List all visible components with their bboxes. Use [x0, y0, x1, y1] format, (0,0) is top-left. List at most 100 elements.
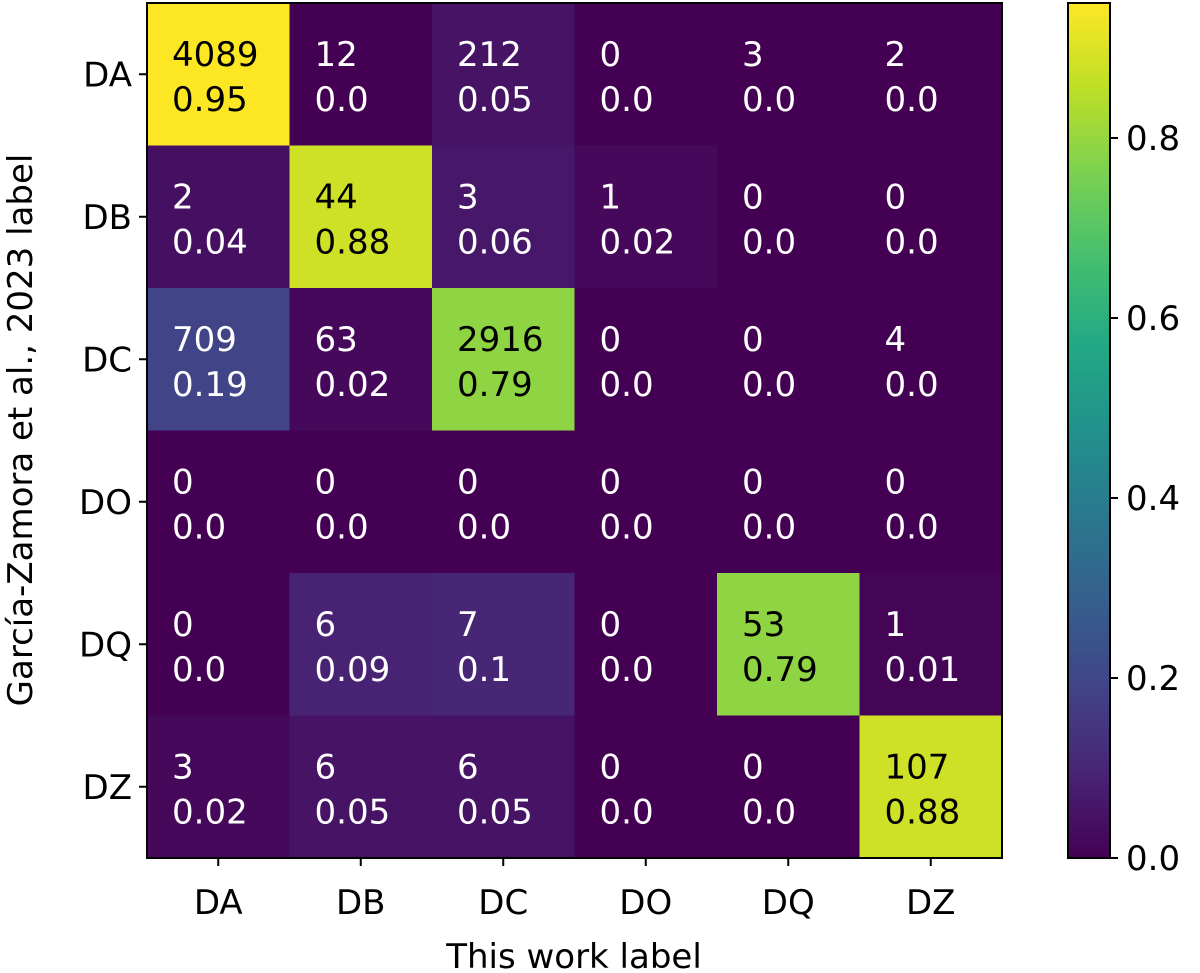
heatmap-cell-DB-DQ — [717, 145, 860, 289]
cell-count-label: 44 — [315, 178, 358, 218]
heatmap-cell-DB-DA — [147, 145, 290, 289]
heatmap-cell-DZ-DQ — [717, 715, 860, 859]
x-axis-label: This work label — [445, 937, 702, 973]
cell-count-label: 63 — [315, 320, 358, 360]
x-axis-ticks: DA DB DC DO DQ DZ — [194, 858, 955, 923]
colorbar-tick-label: 0.2 — [1126, 659, 1180, 699]
heatmap-cells — [147, 3, 1003, 859]
heatmap-cell-DC-DO — [574, 288, 718, 431]
colorbar-tick-label: 0.4 — [1126, 479, 1180, 519]
cell-count-label: 0 — [742, 748, 764, 788]
cell-fraction-label: 0.0 — [315, 80, 369, 120]
heatmap-cell-DB-DC — [432, 145, 575, 289]
heatmap-cell-labels: 40890.95120.02120.0500.030.020.020.04440… — [172, 35, 960, 833]
cell-fraction-label: 0.1 — [457, 650, 511, 690]
heatmap-cell-DA-DQ — [717, 3, 860, 146]
heatmap-cell-DA-DO — [574, 3, 718, 146]
y-axis-label: García-Zamora et al., 2023 label — [1, 154, 41, 707]
x-tick-label: DB — [336, 883, 386, 923]
cell-fraction-label: 0.04 — [172, 223, 248, 263]
x-tick-label: DQ — [762, 883, 815, 923]
heatmap-cell-DB-DB — [289, 145, 433, 289]
y-axis-ticks: DA DB DC DO DQ DZ — [79, 55, 147, 808]
cell-count-label: 3 — [457, 178, 479, 218]
cell-count-label: 107 — [885, 748, 950, 788]
x-tick-label: DO — [619, 883, 672, 923]
heatmap-cell-DZ-DB — [289, 715, 433, 859]
cell-fraction-label: 0.79 — [457, 365, 533, 405]
cell-fraction-label: 0.0 — [885, 508, 939, 548]
cell-fraction-label: 0.02 — [600, 223, 676, 263]
cell-fraction-label: 0.05 — [457, 80, 533, 120]
cell-fraction-label: 0.0 — [885, 223, 939, 263]
cell-count-label: 53 — [742, 605, 785, 645]
cell-fraction-label: 0.0 — [885, 80, 939, 120]
x-tick-label: DC — [478, 883, 528, 923]
cell-count-label: 6 — [315, 748, 337, 788]
cell-count-label: 0 — [172, 463, 194, 503]
heatmap-cell-DB-DZ — [859, 145, 1003, 289]
heatmap-cell-DC-DB — [289, 288, 433, 431]
y-tick-label: DZ — [83, 768, 132, 808]
cell-fraction-label: 0.05 — [315, 793, 391, 833]
cell-count-label: 0 — [742, 320, 764, 360]
heatmap-cell-DC-DQ — [717, 288, 860, 431]
y-tick-label: DQ — [79, 625, 132, 665]
x-tick-label: DA — [194, 883, 243, 923]
heatmap-cell-DQ-DO — [574, 573, 718, 716]
heatmap-cell-DC-DZ — [859, 288, 1003, 431]
cell-count-label: 0 — [600, 320, 622, 360]
cell-count-label: 2 — [885, 35, 907, 75]
heatmap-cell-DA-DB — [289, 3, 433, 146]
cell-count-label: 212 — [457, 35, 522, 75]
cell-count-label: 0 — [885, 463, 907, 503]
colorbar-tick-label: 0.8 — [1126, 119, 1180, 159]
heatmap-cell-DZ-DA — [147, 715, 290, 859]
heatmap-cell-DA-DA — [147, 3, 290, 146]
cell-fraction-label: 0.02 — [172, 793, 248, 833]
cell-fraction-label: 0.01 — [885, 650, 961, 690]
cell-fraction-label: 0.0 — [600, 650, 654, 690]
y-tick-label: DO — [79, 483, 132, 523]
cell-fraction-label: 0.79 — [742, 650, 818, 690]
heatmap-cell-DA-DC — [432, 3, 575, 146]
heatmap-cell-DQ-DC — [432, 573, 575, 716]
cell-fraction-label: 0.0 — [315, 508, 369, 548]
cell-count-label: 1 — [885, 605, 907, 645]
heatmap-cell-DO-DQ — [717, 430, 860, 574]
cell-fraction-label: 0.0 — [600, 365, 654, 405]
cell-count-label: 3 — [742, 35, 764, 75]
cell-fraction-label: 0.0 — [600, 80, 654, 120]
cell-fraction-label: 0.0 — [600, 508, 654, 548]
cell-count-label: 0 — [600, 605, 622, 645]
cell-count-label: 6 — [457, 748, 479, 788]
cell-count-label: 7 — [457, 605, 479, 645]
heatmap-cell-DO-DC — [432, 430, 575, 574]
cell-count-label: 0 — [742, 463, 764, 503]
cell-count-label: 2916 — [457, 320, 544, 360]
cell-count-label: 0 — [885, 178, 907, 218]
cell-fraction-label: 0.0 — [457, 508, 511, 548]
heatmap-cell-DO-DZ — [859, 430, 1003, 574]
cell-fraction-label: 0.0 — [600, 793, 654, 833]
cell-count-label: 2 — [172, 178, 194, 218]
cell-fraction-label: 0.95 — [172, 80, 248, 120]
cell-fraction-label: 0.06 — [457, 223, 533, 263]
cell-fraction-label: 0.88 — [885, 793, 961, 833]
cell-count-label: 1 — [600, 178, 622, 218]
cell-count-label: 0 — [315, 463, 337, 503]
heatmap-cell-DB-DO — [574, 145, 718, 289]
cell-fraction-label: 0.0 — [742, 223, 796, 263]
cell-fraction-label: 0.0 — [885, 365, 939, 405]
heatmap-cell-DQ-DA — [147, 573, 290, 716]
cell-fraction-label: 0.0 — [172, 508, 226, 548]
heatmap-cell-DC-DA — [147, 288, 290, 431]
cell-count-label: 0 — [172, 605, 194, 645]
heatmap-cell-DA-DZ — [859, 3, 1003, 146]
colorbar-tick-label: 0.6 — [1126, 299, 1180, 339]
colorbar — [1067, 2, 1111, 859]
y-tick-label: DC — [82, 340, 132, 380]
cell-fraction-label: 0.05 — [457, 793, 533, 833]
heatmap-cell-DQ-DZ — [859, 573, 1003, 716]
heatmap-cell-DO-DA — [147, 430, 290, 574]
